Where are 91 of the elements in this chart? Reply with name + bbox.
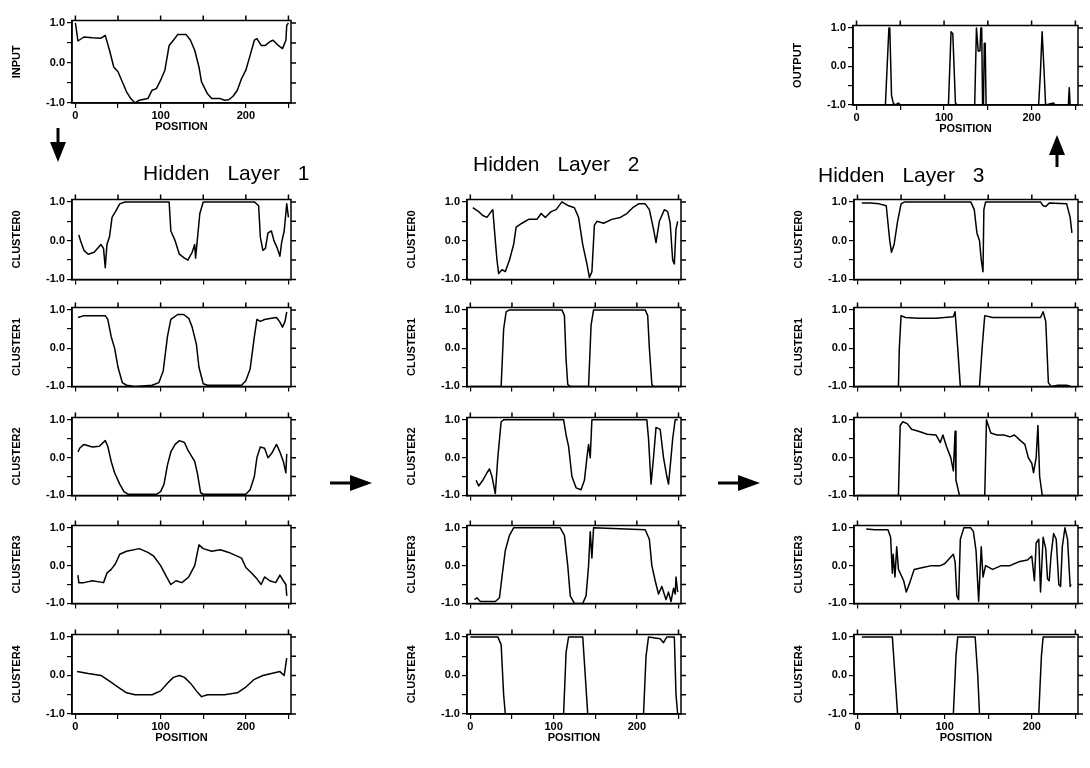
- y-tick-label: 1.0: [831, 194, 847, 207]
- y-axis-title: CLUSTER2: [9, 427, 22, 486]
- y-axis-title: CLUSTER1: [404, 317, 417, 377]
- x-tick-label: 0: [853, 110, 860, 123]
- y-tick-label: 1.0: [49, 194, 65, 207]
- y-tick-label: -1.0: [46, 379, 65, 392]
- y-tick-label: 1.0: [444, 520, 460, 533]
- y-tick-label: 1.0: [49, 520, 65, 533]
- y-tick-label: 0.0: [830, 59, 846, 72]
- y-axis-title: CLUSTER4: [404, 644, 417, 704]
- y-tick-label: 1.0: [830, 20, 846, 33]
- y-tick-label: 0.0: [444, 668, 460, 681]
- chart-title: Hidden Layer 2: [473, 152, 640, 176]
- y-tick-label: 1.0: [831, 412, 847, 425]
- x-tick-label: 200: [1022, 110, 1041, 123]
- x-tick-label: 100: [935, 719, 954, 732]
- y-tick-label: 0.0: [444, 341, 460, 354]
- x-tick-label: 0: [72, 719, 79, 732]
- y-tick-label: -1.0: [828, 379, 847, 392]
- y-axis-title: CLUSTER1: [9, 317, 22, 377]
- y-tick-label: -1.0: [46, 488, 65, 501]
- y-tick-label: 0.0: [49, 558, 65, 571]
- y-tick-label: -1.0: [828, 272, 847, 285]
- x-tick-label: 0: [854, 719, 861, 732]
- y-tick-label: 1.0: [444, 194, 460, 207]
- x-tick-label: 200: [1022, 719, 1041, 732]
- y-tick-label: 1.0: [831, 520, 847, 533]
- y-tick-label: -1.0: [441, 707, 460, 720]
- y-tick-label: -1.0: [441, 379, 460, 392]
- y-tick-label: 0.0: [49, 56, 65, 69]
- y-tick-label: -1.0: [441, 488, 460, 501]
- y-tick-label: 0.0: [49, 450, 65, 463]
- x-axis-title: POSITION: [939, 731, 993, 744]
- y-tick-label: 1.0: [444, 412, 460, 425]
- y-tick-label: 0.0: [444, 450, 460, 463]
- y-tick-label: 0.0: [49, 341, 65, 354]
- y-tick-label: -1.0: [46, 596, 65, 609]
- x-tick-label: 100: [151, 719, 170, 732]
- x-axis-title: POSITION: [939, 122, 992, 135]
- y-tick-label: 1.0: [444, 629, 460, 642]
- y-tick-label: 0.0: [444, 233, 460, 246]
- y-tick-label: -1.0: [827, 98, 846, 111]
- y-tick-label: 0.0: [831, 558, 847, 571]
- x-tick-label: 0: [467, 719, 474, 732]
- y-tick-label: 1.0: [49, 302, 65, 315]
- y-tick-label: -1.0: [46, 272, 65, 285]
- y-tick-label: 1.0: [49, 16, 65, 29]
- y-axis-title: CLUSTER0: [791, 210, 804, 269]
- y-tick-label: -1.0: [828, 596, 847, 609]
- y-tick-label: 1.0: [831, 629, 847, 642]
- x-tick-label: 100: [934, 110, 954, 123]
- y-axis-title: CLUSTER0: [404, 210, 417, 269]
- x-tick-label: 100: [151, 108, 170, 121]
- y-axis-title: CLUSTER3: [404, 535, 417, 594]
- y-axis-title: CLUSTER2: [791, 427, 804, 486]
- y-axis-title: CLUSTER0: [9, 210, 22, 269]
- chart-title: Hidden Layer 1: [143, 161, 310, 185]
- y-tick-label: -1.0: [828, 488, 847, 501]
- y-tick-label: -1.0: [441, 596, 460, 609]
- y-tick-label: 1.0: [49, 412, 65, 425]
- y-axis-title: CLUSTER2: [404, 427, 417, 486]
- y-axis-title: CLUSTER3: [9, 535, 22, 594]
- y-tick-label: 0.0: [831, 233, 847, 246]
- y-axis-title: CLUSTER3: [791, 535, 804, 594]
- y-tick-label: 0.0: [831, 450, 847, 463]
- y-tick-label: -1.0: [828, 707, 847, 720]
- y-tick-label: -1.0: [46, 707, 65, 720]
- y-tick-label: 0.0: [49, 668, 65, 681]
- x-axis-title: POSITION: [155, 731, 208, 744]
- y-tick-label: 1.0: [831, 302, 847, 315]
- y-axis-title: CLUSTER4: [9, 644, 22, 704]
- y-tick-label: 0.0: [49, 233, 65, 246]
- x-tick-label: 100: [544, 719, 563, 732]
- chart-title: Hidden Layer 3: [818, 163, 985, 187]
- y-tick-label: -1.0: [441, 272, 460, 285]
- y-tick-label: -1.0: [46, 96, 65, 109]
- y-tick-label: 0.0: [444, 558, 460, 571]
- y-axis-title: CLUSTER4: [791, 644, 804, 704]
- y-tick-label: 1.0: [49, 629, 65, 642]
- x-axis-title: POSITION: [155, 120, 208, 133]
- y-axis-title: OUTPUT: [790, 42, 803, 88]
- y-tick-label: 1.0: [444, 302, 460, 315]
- y-tick-label: 0.0: [831, 668, 847, 681]
- y-axis-title: CLUSTER1: [791, 317, 804, 377]
- x-tick-label: 200: [627, 719, 647, 732]
- y-axis-title: INPUT: [9, 45, 22, 79]
- x-tick-label: 0: [72, 108, 79, 121]
- y-tick-label: 0.0: [831, 341, 847, 354]
- x-tick-label: 200: [236, 108, 256, 121]
- x-axis-title: POSITION: [547, 731, 601, 744]
- x-tick-label: 200: [236, 719, 256, 732]
